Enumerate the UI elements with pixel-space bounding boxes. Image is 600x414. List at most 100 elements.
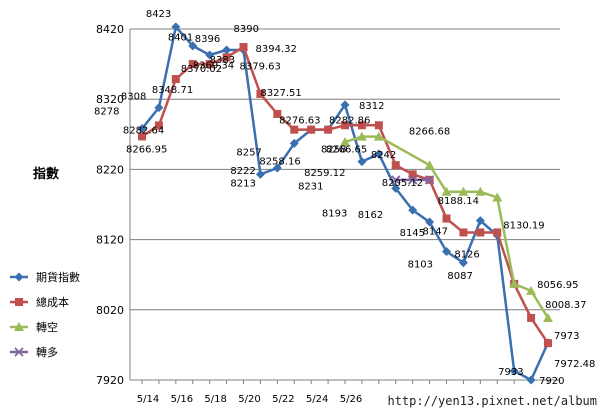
series-0-point (137, 124, 147, 134)
series-0-point (442, 247, 451, 257)
legend-label-0: 期貨指數 (36, 270, 80, 284)
x-tick-label: 5/22 (272, 394, 294, 405)
series-2-point (458, 186, 469, 196)
x-tick-label: 5/24 (306, 394, 328, 405)
series-0-point (188, 41, 198, 51)
series-1-point (188, 60, 197, 69)
data-label: 8276.63 (279, 116, 320, 127)
series-2-point (373, 131, 384, 141)
x-marker-stroke (14, 347, 24, 357)
data-label: 8278 (94, 107, 119, 118)
series-1-point (357, 121, 366, 130)
data-label: 8282.64 (123, 125, 164, 136)
x-tick-label: 5/18 (204, 394, 226, 405)
data-label: 8242 (371, 150, 396, 161)
x-marker-stroke (408, 175, 418, 185)
legend-label-1: 總成本 (36, 295, 69, 309)
series-2-point (441, 186, 452, 196)
series-0-point (408, 205, 418, 215)
data-label: 8348.71 (152, 85, 193, 96)
series-1-point (307, 125, 316, 134)
data-label: 7972.48 (554, 359, 595, 370)
series-0-point (154, 103, 164, 113)
data-label: 8193 (322, 208, 347, 219)
series-1-point (374, 121, 383, 130)
data-label: 8231 (298, 182, 323, 193)
series-0-point (357, 157, 367, 167)
x-tick-label: 5/14 (137, 394, 159, 405)
series-0-point (205, 50, 215, 60)
data-label: 8056.95 (537, 280, 578, 291)
y-tick-label: 8320 (96, 93, 124, 106)
data-label: 8145 (400, 228, 425, 239)
data-label: 8258.16 (259, 157, 300, 168)
data-label: 8282.86 (329, 115, 370, 126)
data-label: 8266.65 (326, 145, 367, 156)
series-1-point (459, 228, 468, 237)
data-label: 8401 (168, 32, 193, 43)
series-0-point (289, 138, 299, 148)
series-0-point (374, 149, 384, 159)
data-label: 7973 (554, 331, 579, 342)
data-label: 8257 (236, 147, 261, 158)
series-3-point (424, 175, 435, 185)
series-2-point (424, 160, 435, 170)
series-1-point (442, 214, 451, 223)
y-tick-label: 8420 (96, 23, 124, 36)
series-0-point (425, 217, 435, 227)
series-1-point (222, 53, 231, 62)
y-axis-title: 指數 (33, 166, 59, 182)
data-label: 8126 (454, 249, 479, 260)
data-label: 8213 (230, 178, 255, 189)
data-label: 8396 (195, 34, 220, 45)
series-1-point (391, 161, 400, 170)
data-label: 8259.12 (304, 168, 345, 179)
legend-marker-0 (14, 272, 24, 282)
y-tick-label: 7920 (96, 374, 124, 387)
series-0-point (509, 366, 519, 376)
legend-marker-1 (15, 298, 23, 306)
series-0-point (458, 258, 468, 268)
y-tick-label: 8220 (96, 163, 124, 176)
series-0-point (526, 375, 536, 385)
series-2-point (492, 192, 503, 202)
data-label: 8266.68 (409, 127, 450, 138)
series-0-point (340, 100, 350, 110)
series-1-point (256, 89, 265, 98)
data-label: 8258 (321, 145, 346, 156)
data-label: 8087 (447, 271, 472, 282)
series-2-point (543, 312, 553, 322)
x-tick-label: 5/16 (171, 394, 193, 405)
series-1-point (138, 132, 146, 141)
y-tick-label: 8120 (96, 234, 124, 247)
x-tick-label: 5/26 (340, 394, 362, 405)
series-0-point (475, 216, 485, 226)
data-label: 8147 (423, 227, 448, 238)
series-0-point (391, 183, 401, 193)
data-label: 8312 (359, 101, 384, 112)
data-label: 8394.32 (256, 44, 297, 55)
series-0-point (255, 169, 265, 179)
series-1-point (476, 228, 485, 237)
series-1-point (324, 125, 333, 134)
watermark: http://yen13.pixnet.net/album (368, 392, 600, 410)
data-label: 8222 (230, 166, 255, 177)
data-label: 8162 (358, 210, 383, 221)
series-0-point (171, 22, 181, 32)
y-tick-label: 8020 (96, 304, 124, 317)
series-1-point (493, 228, 502, 237)
series-2-point (526, 285, 537, 295)
series-2-point (340, 136, 350, 146)
series-2-point (356, 131, 367, 141)
series-1-point (171, 75, 180, 84)
data-label: 8103 (408, 260, 433, 271)
data-label: 8308 (121, 92, 146, 103)
series-lines (137, 22, 553, 385)
data-labels: 8423 8396 8390 8394.32 8401 8369.348370.02838… (94, 9, 595, 387)
data-label: 7933 (498, 367, 523, 378)
data-label: 8370.02 (181, 64, 222, 75)
x-tick-label: 5/20 (238, 394, 260, 405)
data-label: 8266.95 (126, 144, 167, 155)
series-1-point (239, 43, 248, 52)
data-label: 8390 (234, 24, 259, 35)
